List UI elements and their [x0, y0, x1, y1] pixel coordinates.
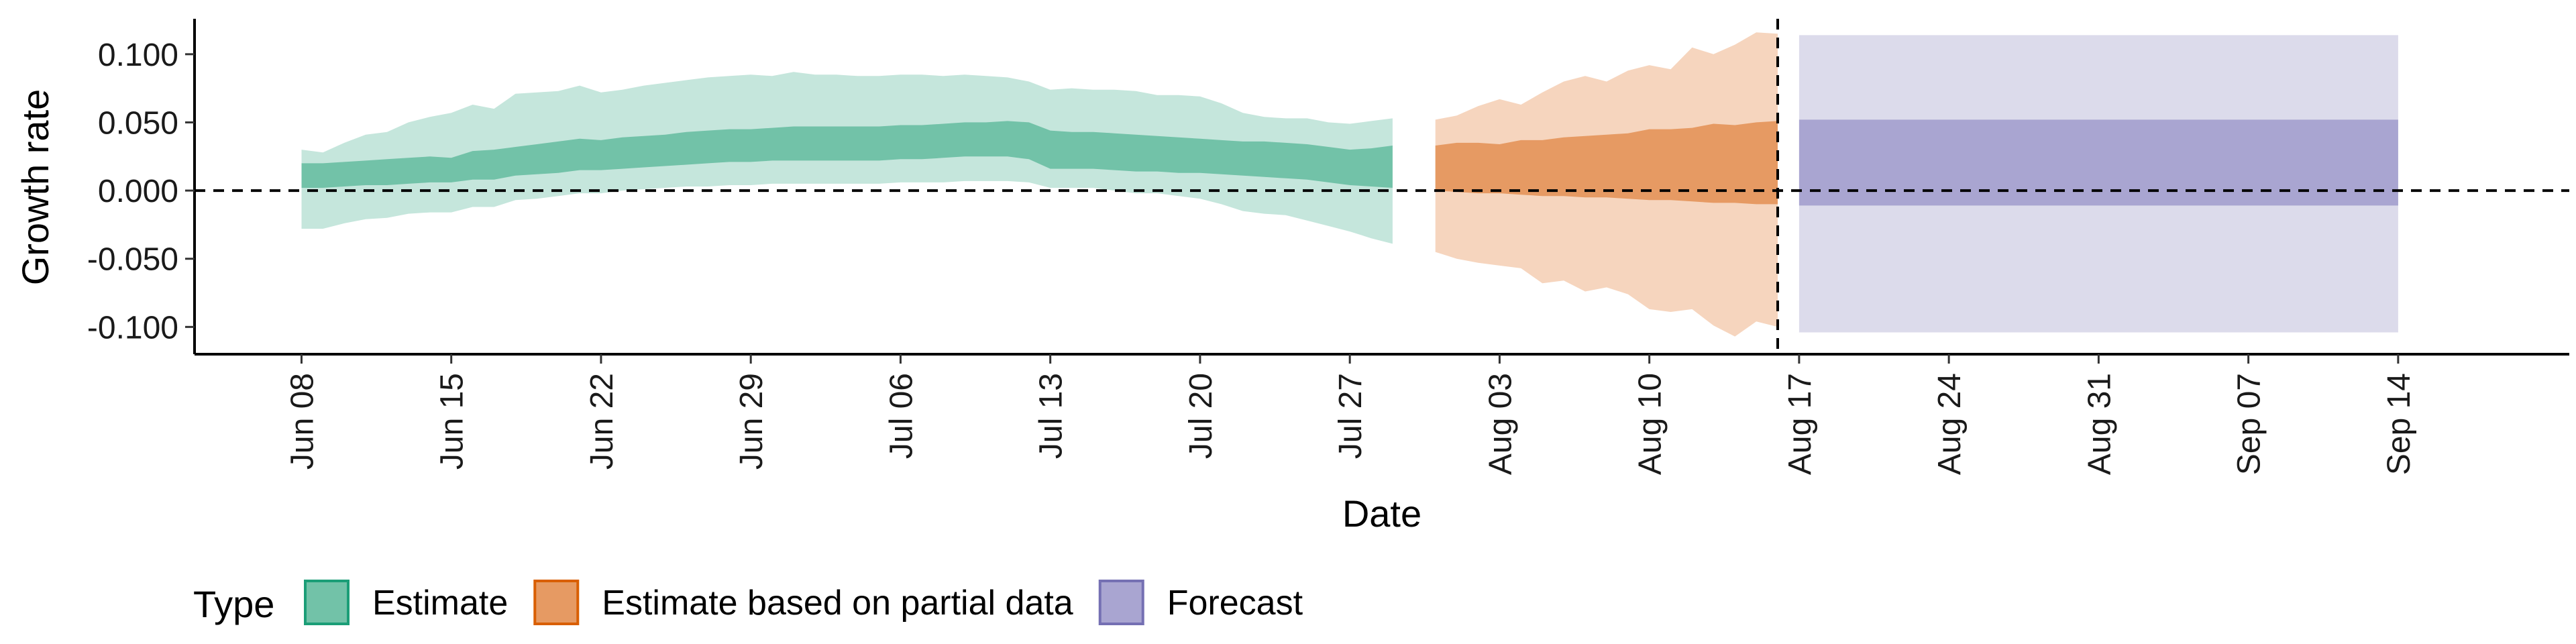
legend-title: Type [193, 583, 274, 625]
x-tick-label: Aug 03 [1483, 373, 1518, 475]
x-tick-label: Jun 15 [435, 373, 470, 470]
legend-item-label: Forecast [1167, 584, 1303, 623]
forecast-inner-band [1799, 119, 2398, 206]
legend-key-swatch [1098, 580, 1144, 625]
legend-item-label: Estimate [372, 584, 508, 623]
legend-item-label: Estimate based on partial data [602, 584, 1073, 623]
band-layer [301, 32, 2398, 337]
legend-key-swatch [533, 580, 580, 625]
x-tick-label: Aug 17 [1782, 373, 1818, 475]
x-tick-label: Aug 31 [2082, 373, 2117, 475]
x-tick-label: Sep 07 [2232, 373, 2267, 475]
x-axis-title: Date [1342, 492, 1421, 535]
estimate-inner-band [301, 121, 1393, 188]
reference-lines [195, 19, 2569, 354]
y-tick-label: 0.000 [98, 174, 178, 209]
x-tick-label: Sep 14 [2381, 373, 2417, 475]
legend: Type Estimate Estimate based on partial d… [193, 580, 1303, 625]
x-tick-label: Aug 24 [1932, 373, 1968, 475]
legend-key-swatch [304, 580, 350, 625]
y-tick-label: 0.050 [98, 105, 178, 141]
x-tick-label: Jun 08 [284, 373, 320, 470]
x-tick-label: Aug 10 [1633, 373, 1668, 475]
y-axis-title: Growth rate [14, 89, 56, 286]
estimate-based-on-partial-data-inner-band [1435, 121, 1778, 205]
x-tick-label: Jun 22 [584, 373, 620, 470]
x-tick-label: Jul 20 [1183, 373, 1219, 459]
x-tick-label: Jun 29 [734, 373, 769, 470]
y-tick-label: -0.050 [87, 242, 178, 278]
x-tick-label: Jul 06 [883, 373, 919, 459]
x-tick-label: Jul 13 [1034, 373, 1069, 459]
x-tick-label: Jul 27 [1333, 373, 1368, 459]
y-tick-label: -0.100 [87, 310, 178, 345]
axes-layer: -0.100 -0.050 0.000 0.050 0.100 Jun 08 Jun 15 J… [87, 19, 2569, 475]
y-tick-label: 0.100 [98, 38, 178, 73]
